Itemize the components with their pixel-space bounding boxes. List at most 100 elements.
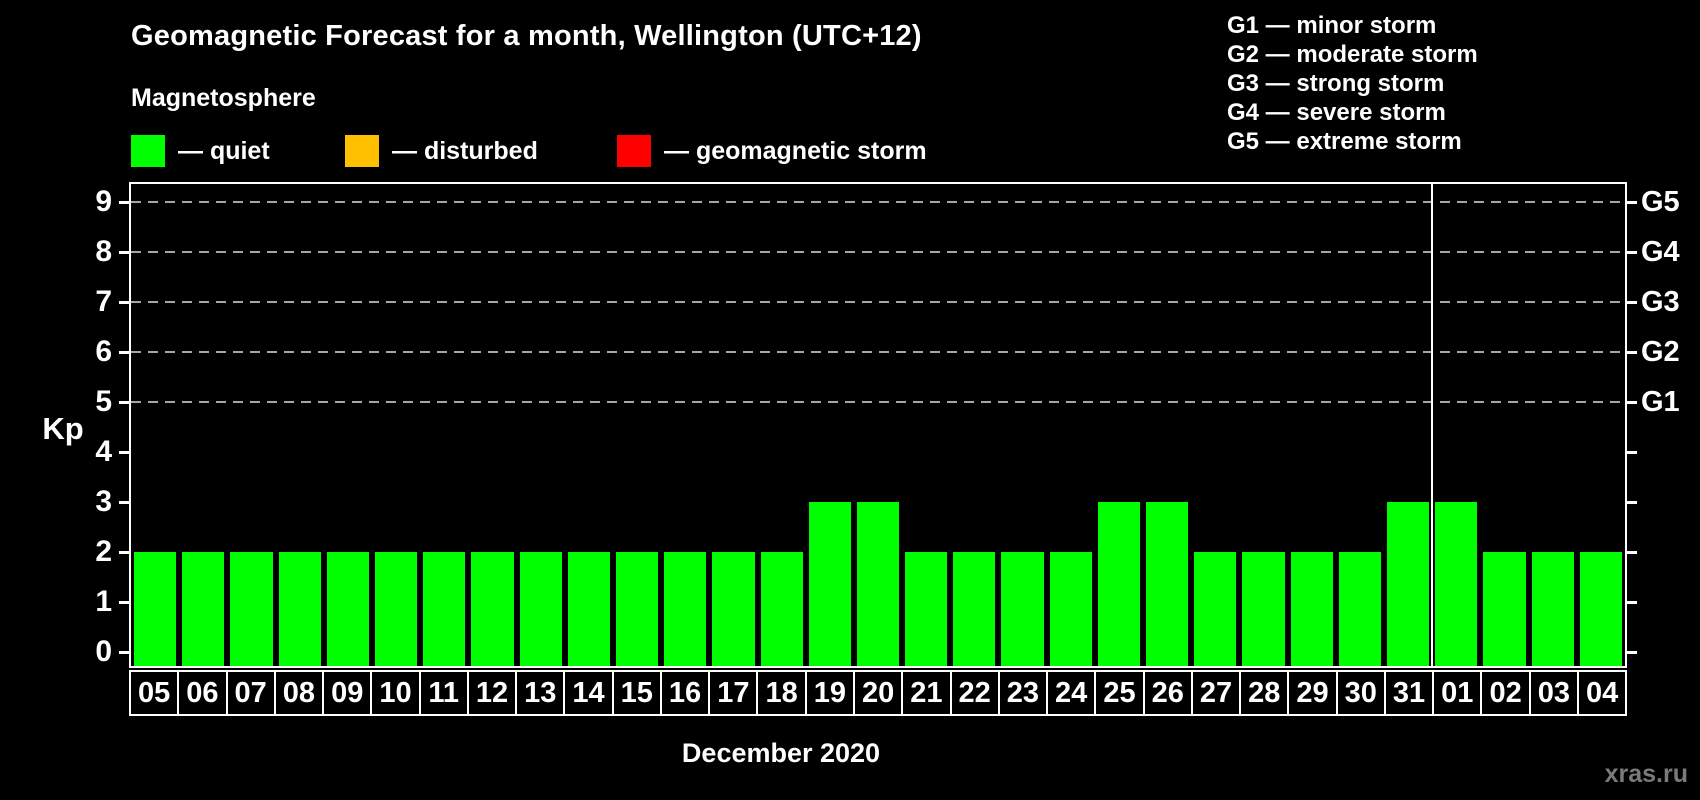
g-axis-tick-label: G2 (1641, 336, 1680, 368)
y-axis-tick-label: 9 (95, 185, 112, 218)
bar-day-12 (471, 552, 514, 666)
right-axis-tick (1627, 401, 1637, 404)
x-axis-day-24: 24 (1046, 672, 1094, 714)
x-axis-day-07: 07 (225, 672, 274, 714)
bar-day-02 (1483, 552, 1526, 666)
x-axis-day-17: 17 (708, 672, 756, 714)
y-axis-tick-label: 6 (95, 335, 112, 368)
watermark: xras.ru (1604, 760, 1688, 788)
chart-title: Geomagnetic Forecast for a month, Wellin… (131, 20, 922, 52)
bar-day-11 (423, 552, 466, 666)
bar-day-13 (519, 552, 562, 666)
bar-day-17 (712, 552, 755, 666)
x-axis-day-row: 05 06 07 08 09 10 11 12 13 14 15 16 17 18 19 20 21 22 23 24… (129, 670, 1627, 716)
right-axis-tick (1627, 551, 1637, 554)
bar-day-10 (374, 552, 418, 666)
x-axis-day-23: 23 (997, 672, 1046, 714)
x-axis-day-14: 14 (563, 672, 611, 714)
legend-label-storm: — geomagnetic storm (664, 136, 927, 165)
x-axis-day-19: 19 (804, 672, 853, 714)
x-axis-day-22: 22 (949, 672, 998, 714)
right-axis-tick (1627, 451, 1637, 454)
legend-label-disturbed: — disturbed (392, 136, 538, 165)
bar-day-27 (1194, 552, 1237, 666)
bar-day-03 (1531, 552, 1574, 666)
bar-day-20 (856, 502, 900, 666)
y-axis-tick-label: 8 (95, 235, 112, 268)
bar-day-08 (278, 552, 321, 666)
gridline-kp6 (131, 351, 1625, 353)
x-axis-day-10: 10 (370, 672, 418, 714)
x-axis-day-25: 25 (1094, 672, 1142, 714)
y-axis-tick (119, 601, 129, 604)
legend-swatch-storm-icon (617, 135, 651, 167)
y-axis-tick-label: 3 (95, 485, 112, 518)
bar-day-28 (1242, 552, 1285, 666)
bar-day-01 (1435, 502, 1478, 666)
x-axis-day-06: 06 (177, 672, 225, 714)
bar-day-23 (1001, 552, 1044, 666)
bar-day-09 (326, 552, 369, 666)
g-scale-legend-line: G1 — minor storm (1227, 12, 1437, 39)
right-axis-tick (1627, 201, 1637, 204)
y-axis-tick (119, 251, 129, 254)
y-axis-tick (119, 351, 129, 354)
bar-day-16 (664, 552, 707, 666)
x-axis-day-18: 18 (756, 672, 804, 714)
right-axis-tick (1627, 351, 1637, 354)
y-axis-tick-label: 0 (95, 635, 112, 668)
bar-day-31 (1387, 502, 1430, 666)
x-axis-day-04: 04 (1576, 672, 1625, 714)
bar-day-05 (134, 552, 177, 666)
bar-day-26 (1146, 502, 1189, 666)
bar-day-19 (808, 502, 851, 666)
y-axis-tick (119, 301, 129, 304)
x-axis-month-label: December 2020 (681, 738, 881, 768)
gridline-kp9 (131, 201, 1625, 203)
g-axis-tick-label: G4 (1641, 236, 1680, 268)
legend-item-quiet: — quiet (131, 133, 270, 169)
bar-day-14 (567, 552, 610, 666)
y-axis-tick (119, 651, 129, 654)
g-axis-tick-label: G3 (1641, 286, 1680, 318)
legend-item-disturbed: — disturbed (345, 133, 538, 169)
chart-subtitle: Magnetosphere (131, 84, 316, 112)
legend-item-storm: — geomagnetic storm (617, 133, 927, 169)
x-axis-day-30: 30 (1335, 672, 1384, 714)
g-scale-legend-line: G5 — extreme storm (1227, 128, 1462, 155)
x-axis-day-31: 31 (1383, 672, 1432, 714)
bar-day-21 (905, 552, 948, 666)
y-axis-tick (119, 551, 129, 554)
g-scale-legend: G1 — minor storm G2 — moderate storm G3 — … (1227, 11, 1478, 156)
bar-day-24 (1049, 552, 1092, 666)
bar-day-29 (1290, 552, 1333, 666)
right-axis-tick (1627, 651, 1637, 654)
x-axis-day-21: 21 (901, 672, 949, 714)
bar-day-07 (230, 552, 273, 666)
bar-day-06 (182, 552, 225, 666)
right-axis-tick (1627, 601, 1637, 604)
x-axis-day-13: 13 (515, 672, 563, 714)
gridline-kp5 (131, 401, 1625, 403)
x-axis-day-12: 12 (466, 672, 515, 714)
bar-day-04 (1579, 552, 1622, 666)
x-axis-day-01: 01 (1432, 672, 1480, 714)
y-axis-tick (119, 401, 129, 404)
x-axis-day-16: 16 (659, 672, 708, 714)
legend-swatch-quiet-icon (131, 135, 165, 167)
x-axis-day-03: 03 (1528, 672, 1577, 714)
x-axis-day-29: 29 (1287, 672, 1335, 714)
gridline-kp7 (131, 301, 1625, 303)
legend-swatch-disturbed-icon (345, 135, 379, 167)
bar-day-18 (760, 552, 803, 666)
right-axis-tick (1627, 251, 1637, 254)
bar-day-15 (615, 552, 659, 666)
x-axis-day-26: 26 (1142, 672, 1191, 714)
x-axis-day-02: 02 (1480, 672, 1528, 714)
y-axis-tick-label: 2 (95, 535, 112, 568)
y-axis-tick-label: 7 (95, 285, 112, 318)
month-boundary-line (1431, 184, 1434, 666)
bar-day-22 (953, 552, 996, 666)
x-axis-day-20: 20 (852, 672, 901, 714)
